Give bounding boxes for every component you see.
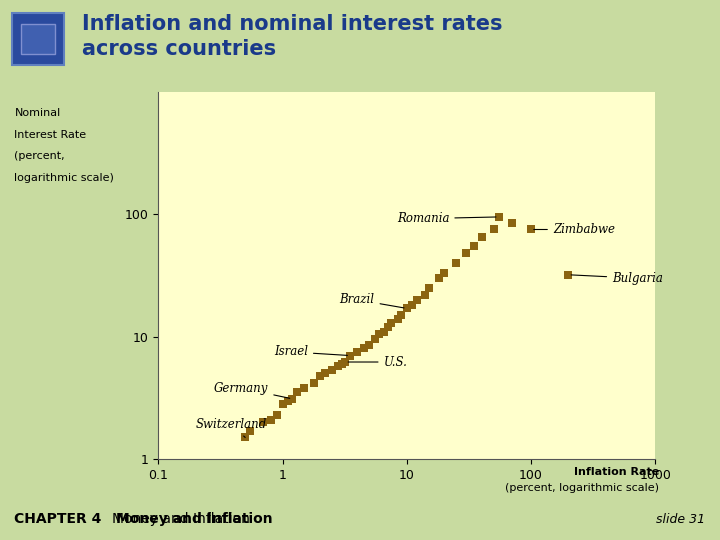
Point [291, 388, 302, 397]
Point [493, 213, 505, 221]
Point [287, 395, 298, 403]
Point [411, 295, 423, 304]
Point [320, 369, 331, 378]
Point [344, 351, 356, 360]
Point [336, 360, 348, 368]
Point [562, 271, 574, 279]
Point [395, 310, 407, 319]
Point [333, 361, 344, 370]
Point [340, 357, 351, 366]
Point [265, 415, 276, 424]
Text: slide 31: slide 31 [657, 512, 706, 526]
Point [419, 291, 431, 299]
Text: Brazil: Brazil [340, 293, 404, 308]
Point [351, 348, 363, 356]
Point [378, 327, 390, 336]
Text: Israel: Israel [274, 346, 348, 359]
Point [299, 384, 310, 393]
Point [340, 357, 351, 366]
Text: (percent, logarithmic scale): (percent, logarithmic scale) [505, 483, 659, 494]
Point [526, 225, 537, 234]
Text: U.S.: U.S. [348, 355, 408, 368]
Point [460, 249, 472, 258]
Text: Interest Rate: Interest Rate [14, 130, 86, 140]
Point [369, 335, 380, 343]
Point [282, 396, 294, 405]
Point [364, 341, 375, 349]
Text: Germany: Germany [214, 382, 289, 399]
Point [245, 427, 256, 435]
Point [287, 395, 298, 403]
Point [433, 274, 444, 282]
Point [392, 314, 404, 323]
Text: (percent,: (percent, [14, 151, 65, 161]
Text: Money and Inflation: Money and Inflation [112, 512, 249, 526]
Point [451, 259, 462, 267]
Point [562, 271, 574, 279]
Point [476, 233, 487, 241]
Point [382, 322, 393, 331]
Point [469, 242, 480, 251]
Point [258, 418, 269, 427]
Point [358, 344, 369, 353]
Point [423, 284, 434, 292]
Text: logarithmic scale): logarithmic scale) [14, 173, 114, 183]
Point [271, 410, 283, 419]
Point [326, 366, 338, 375]
Point [309, 379, 320, 387]
Point [401, 304, 413, 313]
Text: CHAPTER 4   Money and Inflation: CHAPTER 4 Money and Inflation [14, 512, 273, 526]
Text: Romania: Romania [397, 212, 496, 225]
Text: Zimbabwe: Zimbabwe [534, 223, 615, 236]
Point [488, 225, 500, 234]
Text: Nominal: Nominal [14, 108, 60, 118]
Point [240, 433, 251, 442]
Point [506, 219, 518, 227]
Point [385, 319, 397, 327]
FancyBboxPatch shape [21, 24, 55, 54]
Point [240, 433, 251, 442]
Point [344, 351, 356, 360]
Text: Inflation Rate: Inflation Rate [574, 467, 659, 477]
Point [526, 225, 537, 234]
Point [277, 400, 289, 409]
Point [374, 330, 385, 339]
Point [406, 301, 418, 309]
Point [401, 304, 413, 313]
Text: Switzerland: Switzerland [196, 418, 267, 437]
FancyBboxPatch shape [12, 14, 64, 65]
Point [314, 372, 325, 380]
Point [438, 269, 450, 278]
Point [493, 213, 505, 221]
Text: Inflation and nominal interest rates
across countries: Inflation and nominal interest rates acr… [82, 14, 503, 59]
Text: Bulgaria: Bulgaria [571, 272, 663, 285]
